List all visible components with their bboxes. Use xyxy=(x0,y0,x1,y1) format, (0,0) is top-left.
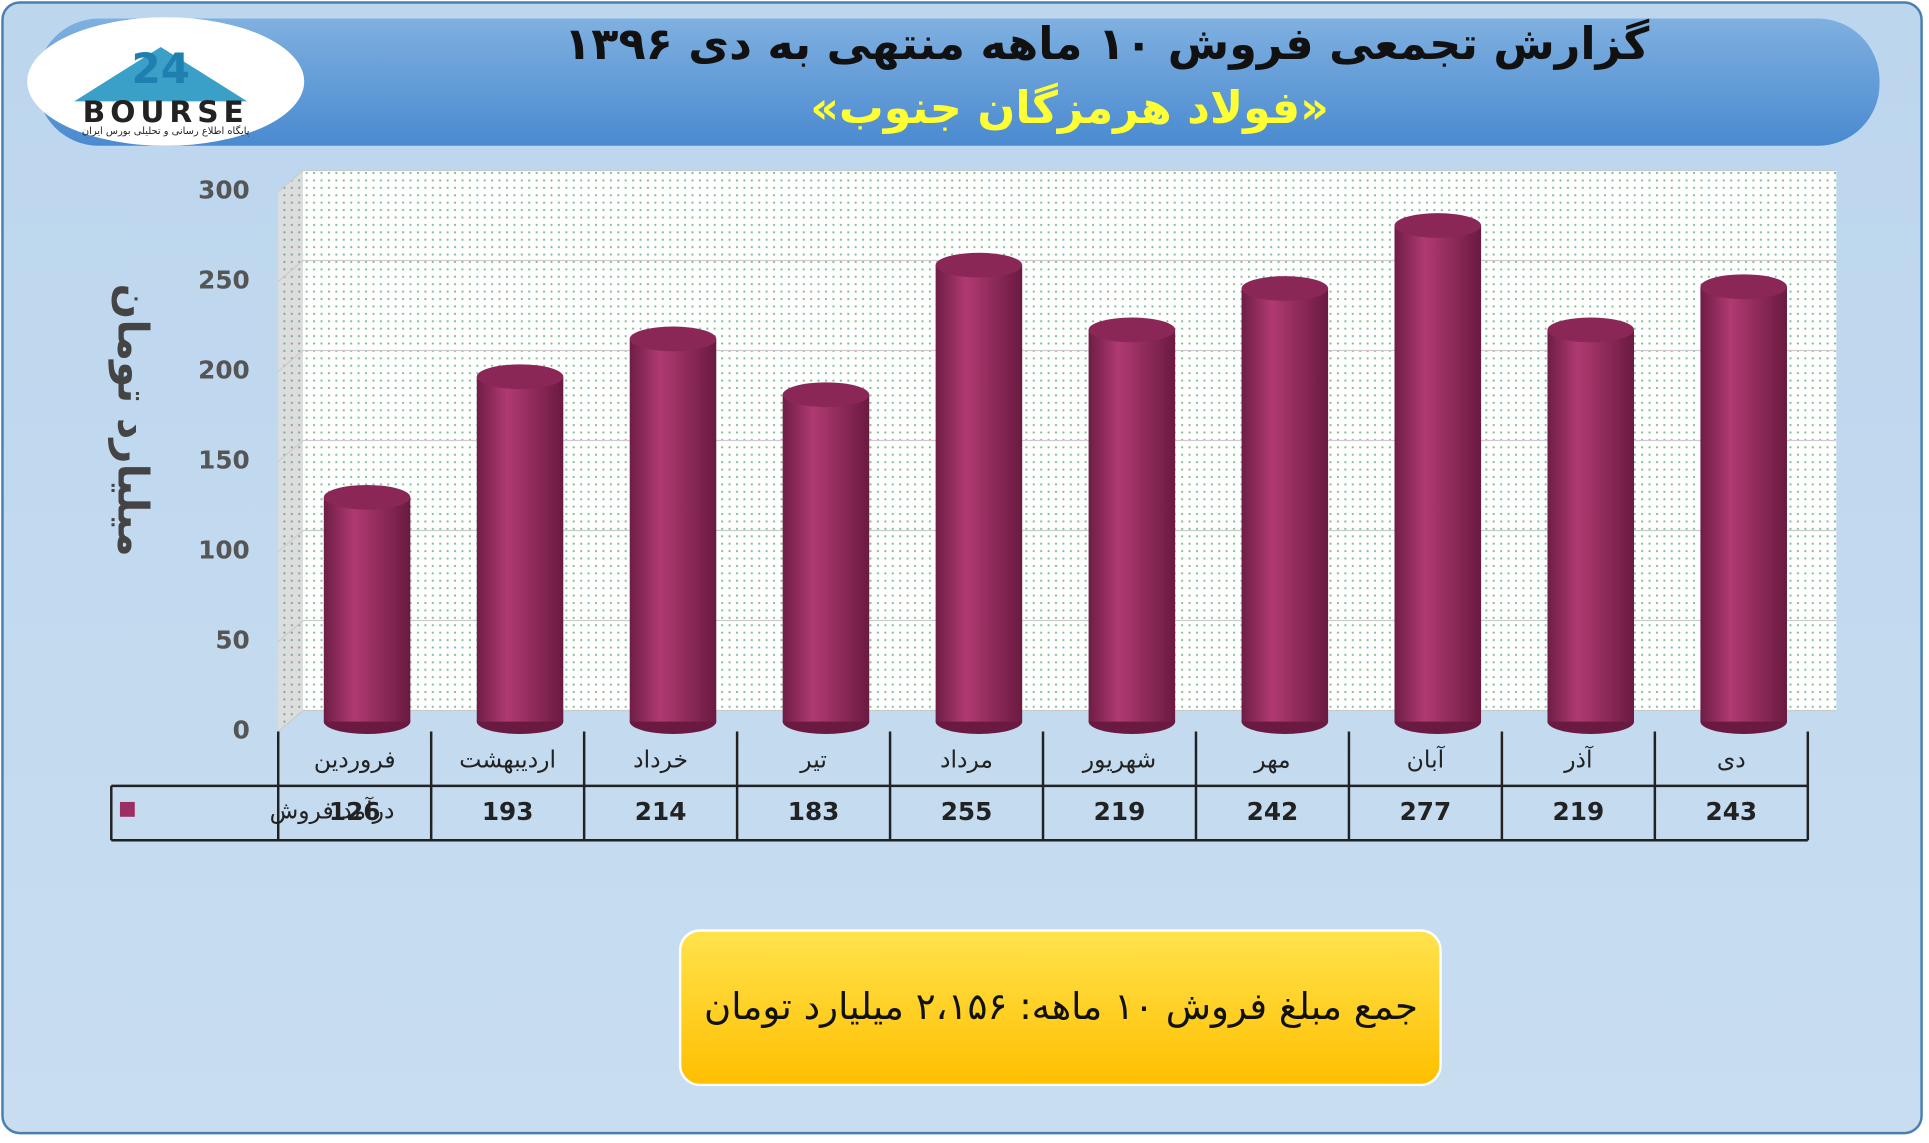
x-tick-label: اردیبهشت xyxy=(459,746,556,774)
chart-subtitle: «فولاد هرمزگان جنوب» xyxy=(810,82,1329,134)
grid-line-side xyxy=(277,530,304,552)
bar-top xyxy=(782,382,870,408)
value-label: 255 xyxy=(941,797,993,826)
y-tick-label: 100 xyxy=(198,536,250,565)
value-label: 214 xyxy=(635,797,687,826)
grid-line-side xyxy=(277,350,304,372)
x-tick-label: خرداد xyxy=(633,746,688,774)
value-label: 277 xyxy=(1400,797,1452,826)
value-label: 126 xyxy=(329,797,381,826)
summary-text: جمع مبلغ فروش ۱۰ ماهه: ۲،۱۵۶ میلیارد توم… xyxy=(704,985,1418,1028)
x-tick-label: مرداد xyxy=(940,746,993,774)
grid-line-side xyxy=(277,170,304,193)
x-tick-label: تیر xyxy=(799,746,827,774)
y-tick-label: 50 xyxy=(215,626,249,655)
y-tick-label: 150 xyxy=(198,446,250,475)
bar xyxy=(1700,286,1787,722)
bar xyxy=(1394,225,1482,722)
x-tick-label: آبان xyxy=(1407,746,1446,774)
bar-top xyxy=(1700,274,1787,300)
bar-top xyxy=(1394,213,1482,238)
logo-shape xyxy=(74,46,248,102)
grid-line-side xyxy=(277,260,304,282)
grid-line-side xyxy=(277,620,304,642)
bar xyxy=(935,265,1023,722)
y-tick-label: 300 xyxy=(198,176,250,205)
logo-name: BOURSE xyxy=(83,94,249,129)
value-label: 242 xyxy=(1247,797,1299,826)
legend-swatch xyxy=(119,801,135,817)
x-tick-label: آذر xyxy=(1563,746,1594,774)
grid-line-side xyxy=(277,440,304,462)
y-tick-label: 0 xyxy=(233,716,250,745)
x-tick-label: مهر xyxy=(1253,746,1290,774)
grid-line-side xyxy=(277,710,304,732)
bar-top xyxy=(323,484,411,510)
legend-label: درآمد فروش xyxy=(270,796,395,824)
bar xyxy=(1547,329,1635,722)
x-tick-label: شهریور xyxy=(1082,746,1156,774)
y-tick-label: 200 xyxy=(198,356,250,385)
value-label: 183 xyxy=(788,797,840,826)
bar-top xyxy=(1241,276,1329,301)
banner xyxy=(37,18,1880,146)
bar-top xyxy=(1088,317,1176,343)
x-tick-label: فروردین xyxy=(314,746,396,774)
bar xyxy=(629,338,717,722)
bar-top xyxy=(935,252,1023,278)
value-label: 193 xyxy=(482,797,534,826)
bar xyxy=(1241,288,1329,722)
bar xyxy=(782,394,870,722)
value-label: 219 xyxy=(1553,797,1605,826)
value-label: 219 xyxy=(1094,797,1146,826)
bar xyxy=(323,497,411,722)
bar xyxy=(476,376,564,722)
logo-tagline: پایگاه اطلاع رسانی و تحلیلی بورس ایران xyxy=(82,125,250,137)
value-label: 243 xyxy=(1706,797,1758,826)
table-grid xyxy=(110,731,1810,842)
bar-top xyxy=(1547,317,1635,343)
chart-title: گزارش تجمعی فروش ۱۰ ماهه منتهی به دی ۱۳۹… xyxy=(564,18,1649,70)
bar-top xyxy=(629,326,717,352)
logo-mark: 24 xyxy=(131,44,190,93)
y-axis-label: میلیارد تومان xyxy=(107,283,157,556)
summary-box xyxy=(678,929,1442,1087)
bar-top xyxy=(476,364,564,390)
x-tick-label: دی xyxy=(1717,746,1746,774)
bar xyxy=(1088,329,1176,722)
y-tick-label: 250 xyxy=(198,266,250,295)
